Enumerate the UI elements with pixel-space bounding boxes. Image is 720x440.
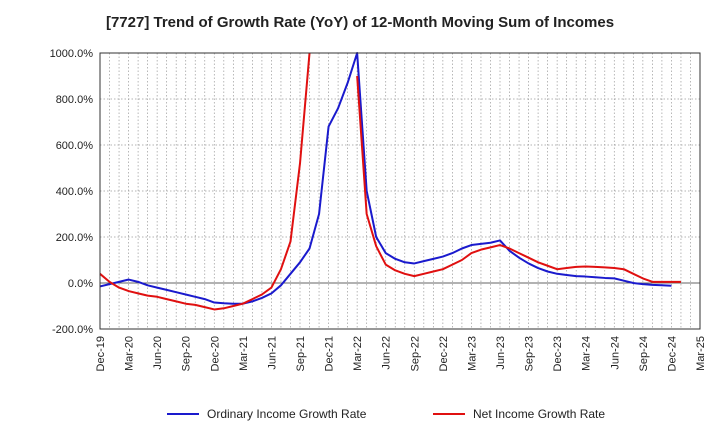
- y-tick-label: 400.0%: [56, 186, 94, 198]
- plot-frame: [99, 52, 701, 330]
- net-income-line: [99, 52, 311, 311]
- legend-label-ordinary: Ordinary Income Growth Rate: [207, 407, 367, 421]
- x-tick-label: Dec-19: [95, 336, 107, 371]
- x-tick-label: Mar-20: [124, 336, 136, 371]
- x-tick-label: Jun-21: [266, 336, 278, 370]
- x-tick-label: Mar-24: [581, 336, 593, 371]
- x-tick-label: Dec-21: [324, 336, 336, 371]
- y-tick-label: 600.0%: [56, 140, 94, 152]
- x-tick-label: Sep-20: [181, 336, 193, 371]
- y-axis-ticks: -200.0% 0.0% 200.0% 400.0% 600.0% 800.0% 1000.…: [50, 48, 94, 336]
- y-tick-label: 800.0%: [56, 94, 94, 106]
- x-tick-label: Dec-22: [438, 336, 450, 371]
- legend: Ordinary Income Growth Rate Net Income G…: [167, 407, 605, 421]
- x-tick-label: Sep-21: [295, 336, 307, 371]
- legend-label-net: Net Income Growth Rate: [473, 407, 605, 421]
- ordinary-income-line: [99, 52, 672, 305]
- x-tick-label: Sep-23: [524, 336, 536, 371]
- x-tick-label: Jun-22: [381, 336, 393, 370]
- x-tick-label: Dec-23: [552, 336, 564, 371]
- x-tick-label: Sep-22: [409, 336, 421, 371]
- x-tick-label: Dec-24: [666, 336, 678, 371]
- x-tick-label: Jun-23: [495, 336, 507, 370]
- chart-title: [7727] Trend of Growth Rate (YoY) of 12-…: [105, 14, 615, 31]
- x-tick-label: Mar-21: [238, 336, 250, 371]
- y-tick-label: 0.0%: [68, 278, 93, 290]
- x-axis-ticks: Dec-19 Mar-20 Jun-20 Sep-20 Dec-20 Mar-21 Jun-…: [95, 336, 707, 371]
- x-tick-label: Sep-24: [638, 336, 650, 371]
- x-tick-label: Jun-20: [152, 336, 164, 370]
- y-tick-label: 1000.0%: [50, 48, 94, 60]
- series-lines: [99, 52, 681, 311]
- net-income-line: [356, 75, 681, 283]
- y-tick-label: 200.0%: [56, 232, 94, 244]
- x-tick-label: Mar-22: [352, 336, 364, 371]
- y-tick-label: -200.0%: [52, 324, 93, 336]
- x-tick-label: Jun-24: [609, 336, 621, 370]
- x-tick-label: Mar-25: [695, 336, 707, 371]
- x-tick-label: Dec-20: [209, 336, 221, 371]
- grid: [99, 52, 701, 330]
- x-tick-label: Mar-23: [466, 336, 478, 371]
